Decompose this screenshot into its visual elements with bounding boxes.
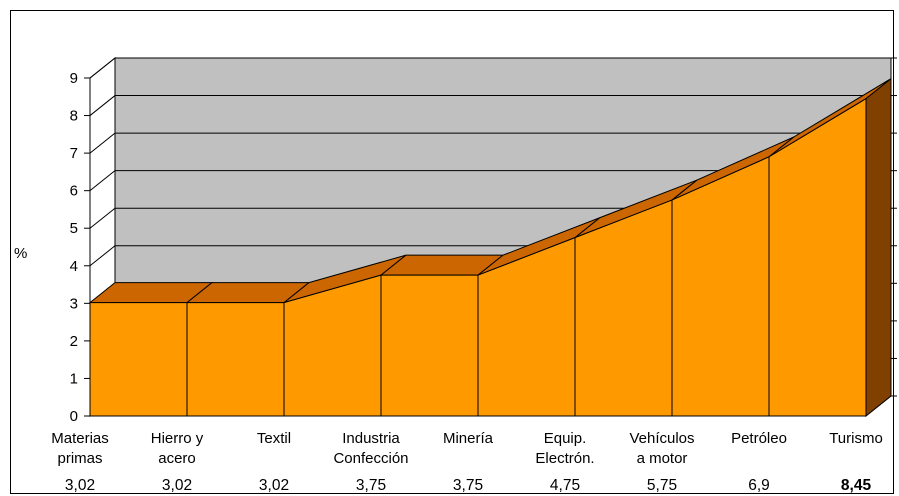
area-series: [88, 77, 892, 418]
gridline: [89, 57, 891, 79]
category-label: Industria: [342, 430, 400, 447]
category-label: acero: [158, 450, 196, 467]
y-tick-label: 3: [70, 295, 78, 312]
value-label: 6,9: [748, 477, 770, 494]
y-tick-label: 7: [70, 145, 78, 162]
value-label: 8,45: [841, 477, 872, 494]
category-label: a motor: [637, 450, 688, 467]
category-label: Materias: [51, 430, 109, 447]
value-label: 3,02: [65, 477, 95, 494]
y-tick-label: 0: [70, 408, 78, 425]
y-tick-label: 8: [70, 108, 78, 125]
category-label: Vehículos: [629, 430, 694, 447]
y-tick-label: 4: [70, 258, 78, 275]
value-labels: 3,02 3,02 3,02 3,75 3,75 4,75 5,75 6,9 8,45: [65, 477, 872, 494]
category-label: Turismo: [829, 430, 883, 447]
y-tick-labels: 0 1 2 3 4 5 6 7 8 9: [70, 70, 78, 425]
gridline: [89, 170, 891, 192]
y-tick-label: 2: [70, 333, 78, 350]
category-label: Equip.: [544, 430, 587, 447]
category-label: Petróleo: [731, 430, 787, 447]
y-axis-label: %: [14, 245, 27, 262]
y-tick-label: 9: [70, 70, 78, 87]
value-label: 3,75: [453, 477, 483, 494]
y-tick-label: 5: [70, 220, 78, 237]
chart-frame: [10, 10, 894, 494]
value-label: 3,75: [356, 477, 386, 494]
area-side-face: [865, 77, 892, 418]
category-label: Minería: [443, 430, 494, 447]
value-label: 3,02: [259, 477, 289, 494]
gridline: [89, 95, 891, 116]
category-label: Hierro y: [151, 430, 204, 447]
value-label: 3,02: [162, 477, 192, 494]
y-tick-label: 6: [70, 183, 78, 200]
gridline: [89, 132, 891, 154]
category-labels: Materias primas Hierro y acero Textil Industr…: [51, 430, 883, 467]
category-label: Confección: [333, 450, 408, 467]
category-label: primas: [57, 450, 102, 467]
value-label: 4,75: [550, 477, 580, 494]
category-label: Electrón.: [535, 450, 594, 467]
y-tick-label: 1: [70, 370, 78, 387]
category-label: Textil: [257, 430, 291, 447]
value-label: 5,75: [647, 477, 677, 494]
